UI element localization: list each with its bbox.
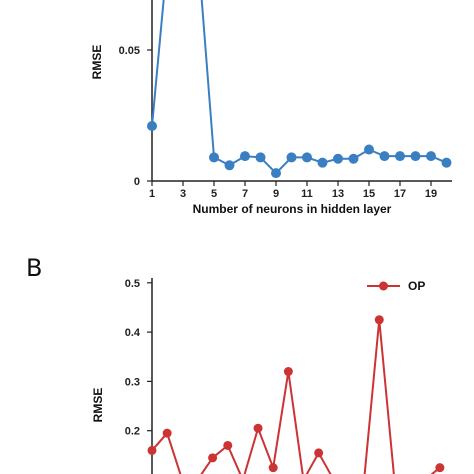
- data-point: [314, 448, 324, 458]
- data-point: [435, 463, 445, 473]
- data-point: [441, 157, 452, 168]
- y-axis-label-b: RMSE: [91, 388, 105, 423]
- x-tick-label: 3: [180, 188, 186, 200]
- y-tick-label: 0.2: [125, 426, 140, 438]
- x-axis-label-a: Number of neurons in hidden layer: [193, 202, 392, 216]
- data-point: [317, 157, 328, 168]
- series-points-b: [147, 315, 445, 473]
- chart-panel-b: B 0.2 0.3 0.4 0.5 RMSE OP: [26, 254, 445, 474]
- y-tick-label: 0.3: [125, 376, 140, 388]
- data-point: [374, 315, 384, 325]
- x-tick-label: 9: [273, 188, 279, 200]
- y-ticks-a: 00.05: [119, 45, 152, 188]
- legend-b: OP: [367, 279, 425, 293]
- y-tick-label: 0.4: [125, 327, 141, 339]
- data-point: [364, 144, 374, 155]
- data-point: [379, 151, 390, 162]
- series-points-a: [147, 120, 452, 179]
- data-point: [162, 428, 172, 438]
- data-point: [268, 463, 278, 473]
- x-tick-label: 19: [425, 188, 437, 200]
- panel-label-b: B: [26, 254, 42, 282]
- data-point: [209, 152, 219, 163]
- y-tick-label: 0.5: [125, 278, 140, 290]
- data-point: [271, 168, 281, 179]
- series-line-a: [151, 0, 447, 175]
- data-point: [286, 152, 297, 163]
- data-point: [348, 153, 359, 164]
- data-point: [224, 160, 235, 171]
- data-point: [208, 453, 218, 463]
- y-axis-label-a: RMSE: [90, 45, 104, 80]
- data-point: [253, 423, 263, 433]
- series-line-b: [151, 319, 441, 474]
- chart-panel-a: 1 3 5 7 9 11 13 15 17 19 00.05 RMSE Number of neu…: [90, 0, 452, 216]
- data-point: [255, 152, 266, 163]
- data-point: [223, 440, 233, 450]
- legend-marker-b: [379, 281, 388, 291]
- data-point: [302, 152, 312, 163]
- x-tick-label: 17: [394, 188, 406, 200]
- y-tick-label: 0.05: [119, 45, 140, 57]
- x-tick-label: 11: [301, 188, 313, 200]
- data-point: [240, 151, 250, 162]
- data-point: [395, 151, 405, 162]
- data-point: [426, 151, 436, 162]
- x-tick-label: 1: [149, 188, 155, 200]
- x-ticks-a: 1 3 5 7 9 11 13 15 17 19: [149, 181, 437, 200]
- data-point: [333, 153, 343, 164]
- data-point: [147, 120, 157, 131]
- data-point: [147, 445, 157, 455]
- data-point: [283, 367, 293, 377]
- y-ticks-b: 0.2 0.3 0.4 0.5: [125, 278, 152, 438]
- x-tick-label: 5: [211, 188, 217, 200]
- y-tick-label: 0: [134, 176, 140, 188]
- x-tick-label: 15: [363, 188, 375, 200]
- legend-entry-b: OP: [408, 279, 425, 293]
- x-tick-label: 13: [332, 188, 344, 200]
- data-point: [410, 151, 421, 162]
- x-tick-label: 7: [242, 188, 248, 200]
